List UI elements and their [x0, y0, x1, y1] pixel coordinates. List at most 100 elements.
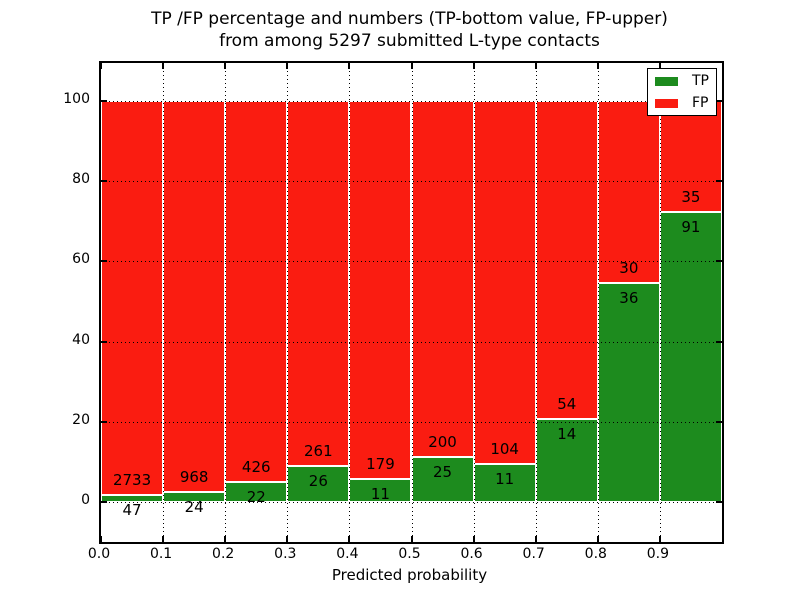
tp-color-swatch: [655, 76, 678, 86]
x-tick-mark-bottom: [534, 536, 537, 542]
tp-count-label: 91: [681, 218, 701, 237]
fp-count-label: 968: [179, 468, 209, 487]
tp-count-label: 47: [122, 501, 142, 520]
bar-tp-segment: [287, 465, 350, 502]
x-tick-label: 0.2: [212, 546, 235, 562]
fp-count-label: 2733: [112, 471, 152, 490]
y-tick-mark-right: [716, 100, 722, 102]
x-tick-mark-bottom: [224, 536, 227, 542]
y-tick-mark-left: [101, 100, 107, 102]
x-tick-mark-bottom: [410, 536, 413, 542]
tp-count-label: 25: [433, 463, 453, 482]
x-tick-label: 0.5: [398, 546, 421, 562]
x-tick-label: 0.7: [522, 546, 545, 562]
x-tick-mark-top: [534, 63, 537, 69]
tp-count-label: 14: [557, 425, 577, 444]
fp-count-label: 30: [619, 259, 639, 278]
x-tick-label: 0.6: [460, 546, 483, 562]
y-tick-mark-right: [716, 180, 722, 183]
x-tick-mark-top: [100, 63, 102, 69]
bar-fp-segment: [225, 101, 288, 483]
x-gridline: [411, 63, 413, 542]
x-gridline: [659, 63, 661, 542]
bar-fp-segment: [287, 101, 350, 466]
chart-title: TP /FP percentage and numbers (TP-bottom…: [99, 8, 720, 52]
bar-tp-segment: [101, 495, 164, 502]
x-tick-label: 0.1: [149, 546, 173, 562]
y-tick-mark-right: [716, 501, 722, 503]
legend-label-fp: FP: [692, 95, 709, 111]
fp-count-label: 54: [557, 395, 577, 414]
y-tick-label: 60: [72, 251, 90, 268]
chart-title-line1: TP /FP percentage and numbers (TP-bottom…: [151, 9, 668, 29]
x-gridline: [287, 63, 289, 542]
x-tick-label: 0.0: [87, 546, 111, 562]
bar-fp-segment: [163, 101, 226, 493]
x-tick-mark-top: [348, 63, 351, 69]
y-tick-mark-left: [101, 260, 107, 263]
fp-count-label: 179: [366, 454, 395, 473]
x-tick-mark-bottom: [348, 536, 351, 542]
y-tick-mark-left: [101, 340, 107, 343]
y-tick-mark-left: [101, 420, 107, 423]
legend-row-tp: TP: [648, 71, 716, 91]
chart-title-line2: from among 5297 submitted L-type contact…: [219, 31, 600, 51]
tp-count-label: 22: [246, 488, 266, 507]
bar-fp-segment: [473, 101, 536, 464]
x-gridline: [349, 63, 351, 542]
x-tick-label: 0.3: [274, 546, 297, 562]
x-tick-mark-top: [472, 63, 475, 69]
x-tick-mark-bottom: [100, 536, 102, 542]
y-tick-label: 40: [72, 331, 90, 348]
y-tick-label: 0: [81, 492, 90, 508]
bar-tp-segment: [411, 457, 474, 502]
y-tick-label: 80: [72, 171, 90, 188]
bar-tp-segment: [535, 419, 598, 502]
y-tick-mark-right: [716, 260, 722, 263]
x-tick-mark-top: [286, 63, 289, 69]
legend-label-tp: TP: [692, 73, 709, 89]
fp-count-label: 426: [241, 458, 271, 477]
fp-count-label: 261: [304, 441, 333, 460]
x-gridline: [225, 63, 227, 542]
legend: TP FP: [647, 68, 717, 116]
x-tick-label: 0.8: [584, 546, 607, 562]
fp-count-label: 35: [681, 188, 701, 207]
tp-count-label: 11: [495, 469, 515, 488]
plot-area: 2733 47 968 24 426 22 261 26 179 11 200 25 104 11 54 14…: [99, 61, 724, 544]
tp-count-label: 26: [308, 471, 328, 490]
x-tick-mark-bottom: [658, 536, 661, 542]
x-tick-label: 0.9: [646, 546, 670, 562]
x-tick-mark-top: [162, 63, 165, 69]
x-gridline: [597, 63, 599, 542]
y-tick-mark-left: [101, 180, 107, 183]
x-tick-mark-top: [224, 63, 227, 69]
x-tick-mark-top: [596, 63, 599, 69]
bar-fp-segment: [411, 101, 474, 458]
fp-count-label: 200: [428, 433, 457, 452]
x-tick-mark-bottom: [286, 536, 289, 542]
tp-count-label: 24: [184, 498, 204, 517]
y-tick-label: 20: [72, 411, 90, 428]
tp-count-label: 36: [619, 289, 639, 308]
x-gridline: [535, 63, 537, 542]
x-tick-mark-bottom: [162, 536, 165, 542]
x-gridline: [163, 63, 165, 542]
x-axis-label: Predicted probability: [331, 566, 488, 584]
bar-fp-segment: [597, 101, 660, 284]
fp-color-swatch: [655, 98, 678, 108]
tp-count-label: 11: [370, 484, 390, 503]
y-tick-label: 100: [63, 91, 90, 107]
x-gridline: [473, 63, 475, 542]
bar-tp-segment: [659, 212, 722, 502]
x-tick-mark-top: [658, 63, 661, 69]
x-tick-mark-bottom: [596, 536, 599, 542]
bar-tp-segment: [473, 463, 536, 502]
legend-row-fp: FP: [648, 93, 716, 113]
bar-fp-segment: [349, 101, 412, 479]
bar-fp-segment: [535, 101, 598, 420]
bar-fp-segment: [659, 101, 722, 213]
y-tick-mark-left: [101, 501, 107, 503]
x-tick-mark-bottom: [472, 536, 475, 542]
